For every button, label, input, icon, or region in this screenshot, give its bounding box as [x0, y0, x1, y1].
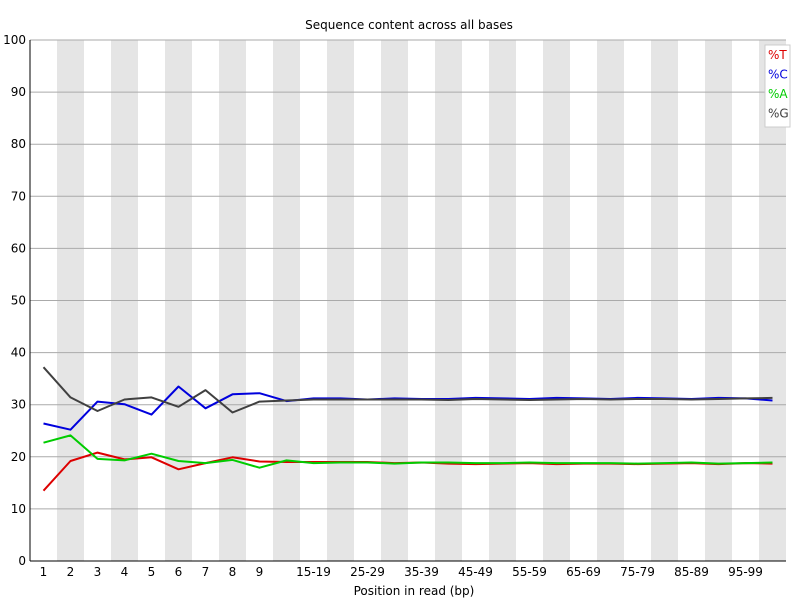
legend-entry: %C [768, 68, 788, 82]
y-tick-label: 30 [11, 398, 26, 412]
y-tick-label: 60 [11, 241, 26, 255]
y-tick-label: 50 [11, 294, 26, 308]
x-tick-label: 8 [229, 565, 237, 579]
y-tick-label: 0 [18, 554, 26, 568]
x-tick-label: 25-29 [350, 565, 385, 579]
x-tick-label: 15-19 [296, 565, 331, 579]
x-tick-label: 2 [67, 565, 75, 579]
x-tick-label: 65-69 [566, 565, 601, 579]
legend-entry: %G [768, 107, 789, 121]
y-tick-label: 10 [11, 502, 26, 516]
y-tick-label: 20 [11, 450, 26, 464]
x-tick-label: 55-59 [512, 565, 547, 579]
y-tick-label: 70 [11, 189, 26, 203]
x-tick-labels: 1 2 3 4 5 6 7 8 9 15-19 25-29 35-39 45-49 55-59 65-69 7… [40, 565, 763, 579]
x-tick-label: 4 [121, 565, 129, 579]
x-tick-label: 85-89 [674, 565, 709, 579]
y-tick-label: 90 [11, 85, 26, 99]
legend-entry: %A [768, 87, 788, 101]
x-tick-label: 7 [202, 565, 210, 579]
y-tick-labels: 0 10 20 30 40 50 60 70 80 90 100 [3, 33, 26, 568]
x-axis-label: Position in read (bp) [354, 584, 475, 598]
y-tick-label: 80 [11, 137, 26, 151]
x-tick-label: 6 [175, 565, 183, 579]
legend: %T %C %A %G [764, 44, 791, 128]
x-tick-label: 95-99 [728, 565, 763, 579]
y-tick-label: 100 [3, 33, 26, 47]
series-line-pct-g [42, 366, 773, 414]
x-tick-label: 5 [148, 565, 156, 579]
series-line-pct-a [43, 434, 773, 469]
x-tick-label: 1 [40, 565, 48, 579]
legend-entry: %T [768, 48, 787, 62]
gridlines [30, 39, 786, 510]
legend-box [764, 44, 791, 128]
series-lines [42, 366, 773, 492]
chart-title: Sequence content across all bases [305, 18, 513, 32]
x-tick-label: 9 [256, 565, 264, 579]
x-tick-label: 75-79 [620, 565, 655, 579]
x-tick-label: 45-49 [458, 565, 493, 579]
x-tick-label: 35-39 [404, 565, 439, 579]
y-tick-label: 40 [11, 346, 26, 360]
x-tick-label: 3 [94, 565, 102, 579]
